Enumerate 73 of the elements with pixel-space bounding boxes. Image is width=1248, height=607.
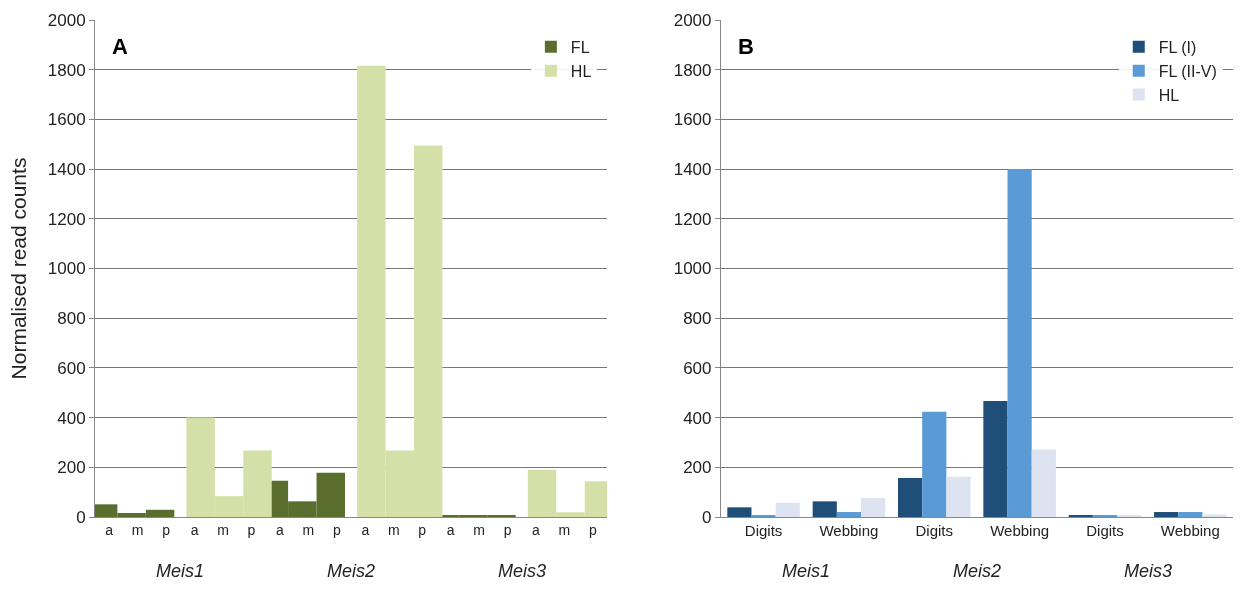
bar xyxy=(1154,512,1179,517)
y-tick-label: 800 xyxy=(57,309,86,329)
y-tick-label: 400 xyxy=(683,408,712,428)
bar xyxy=(1007,169,1032,517)
y-tick-label: 600 xyxy=(57,358,86,378)
x-tick-label: p xyxy=(332,521,341,538)
x-tick-label: p xyxy=(162,521,171,538)
annotation: B xyxy=(738,34,754,59)
x-tick-label: Webbing xyxy=(1160,522,1220,539)
x-tick-label: p xyxy=(503,521,512,538)
bar xyxy=(922,411,947,517)
x-tick-label: m xyxy=(473,521,485,538)
bar xyxy=(727,507,752,517)
text: Meis1 xyxy=(156,561,205,581)
y-tick-label: 1200 xyxy=(47,209,86,229)
y-axis-title: Normalised read counts xyxy=(6,157,30,380)
text: Meis1 xyxy=(782,561,831,581)
bar xyxy=(898,477,923,517)
y-tick-label: 1400 xyxy=(673,160,712,180)
x-tick-label: Webbing xyxy=(990,522,1050,539)
x-tick-label: a xyxy=(532,521,541,538)
x-tick-label: p xyxy=(418,521,427,538)
y-tick-label: 1600 xyxy=(673,110,712,130)
y-tick-label: 600 xyxy=(683,358,712,378)
x-tick-label: m xyxy=(302,521,315,538)
y-tick-label: 400 xyxy=(57,408,86,428)
y-tick-label: 1800 xyxy=(47,60,86,80)
y-tick-label: 1000 xyxy=(47,259,86,279)
legend-label: FL (I) xyxy=(1158,39,1197,57)
bar xyxy=(836,512,862,517)
x-tick-label: p xyxy=(588,521,597,538)
x-tick-label: a xyxy=(361,521,370,538)
x-tick-label: Digits xyxy=(744,522,783,539)
x-tick-label: Digits xyxy=(1086,522,1124,539)
legend-label: FL xyxy=(570,39,590,57)
bar xyxy=(775,502,800,517)
annotation: A xyxy=(112,34,128,59)
x-tick-label: Webbing xyxy=(819,522,879,539)
y-tick-label: 800 xyxy=(683,309,712,329)
y-tick-label: 1000 xyxy=(673,259,712,279)
y-tick-label: 0 xyxy=(76,507,86,527)
y-tick-label: 1400 xyxy=(47,160,86,180)
y-tick-label: 200 xyxy=(683,458,712,478)
x-tick-label: a xyxy=(276,521,285,538)
x-tick-label: a xyxy=(105,521,114,538)
bar xyxy=(861,498,886,517)
text: Meis2 xyxy=(953,561,1002,581)
bar xyxy=(812,501,837,517)
y-tick-label: 1200 xyxy=(673,209,712,229)
x-tick-label: a xyxy=(190,521,199,538)
bar xyxy=(983,400,1008,517)
text: Meis3 xyxy=(498,561,547,581)
bar xyxy=(1178,512,1203,517)
bar xyxy=(1031,449,1056,517)
y-tick-label: 200 xyxy=(57,458,86,478)
legend-label: FL (II-V) xyxy=(1158,62,1217,80)
x-tick-label: p xyxy=(247,521,256,538)
y-tick-label: 0 xyxy=(702,507,712,527)
bar xyxy=(946,476,971,517)
x-tick-label: m xyxy=(558,521,571,538)
x-tick-label: m xyxy=(131,521,144,538)
y-tick-label: 2000 xyxy=(47,10,86,30)
x-tick-label: m xyxy=(387,521,400,538)
x-tick-label: Digits xyxy=(915,522,954,539)
legend-label: HL xyxy=(570,62,592,80)
x-tick-label: m xyxy=(217,521,229,538)
y-tick-label: 2000 xyxy=(673,10,712,30)
text: Meis2 xyxy=(327,561,376,581)
y-tick-label: 1800 xyxy=(673,60,712,80)
y-tick-label: 1600 xyxy=(47,110,86,130)
x-tick-label: a xyxy=(446,521,455,538)
legend-label: HL xyxy=(1158,86,1180,104)
text: Meis3 xyxy=(1124,561,1173,581)
